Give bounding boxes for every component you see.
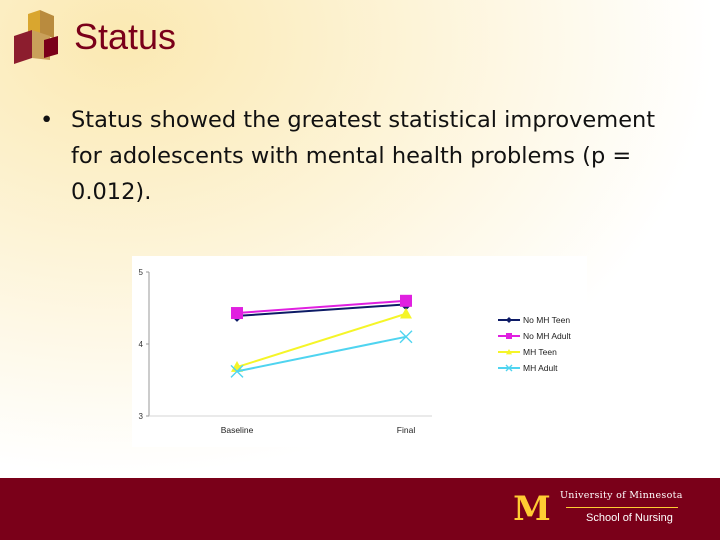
university-m-logo-icon: M — [513, 491, 551, 523]
series-line — [236, 312, 407, 368]
series-line — [236, 303, 407, 317]
series-point — [506, 349, 512, 355]
series-point — [230, 364, 244, 378]
legend-label: No MH Adult — [523, 331, 571, 341]
series-point — [505, 364, 513, 372]
footer-logo-letter: M — [513, 491, 551, 523]
series-point — [400, 294, 412, 307]
university-name: University of Minnesota — [560, 490, 683, 501]
series-point — [231, 307, 243, 320]
series-point — [506, 333, 512, 339]
y-tick-label: 3 — [139, 412, 144, 421]
y-tick-label: 5 — [139, 268, 144, 277]
line-chart-svg: 3 4 5 Baseline Final No MH Teen No MH Adult MH … — [139, 268, 572, 435]
footer-divider — [566, 507, 678, 508]
legend-label: No MH Teen — [523, 315, 570, 325]
series-point — [400, 307, 412, 319]
school-name: School of Nursing — [586, 512, 673, 524]
y-tick-label: 4 — [139, 340, 144, 349]
series-point — [399, 330, 413, 344]
series-line — [236, 335, 407, 373]
series-point — [506, 317, 512, 323]
line-chart: 3 4 5 Baseline Final No MH Teen No MH Adult MH … — [132, 256, 587, 447]
slide-title: Status — [74, 16, 177, 57]
bullet-icon: • — [40, 107, 54, 133]
x-tick-label: Final — [397, 425, 416, 435]
legend-label: MH Teen — [523, 347, 557, 357]
university-logo-icon — [14, 10, 58, 64]
series-line — [236, 299, 407, 315]
x-tick-label: Baseline — [221, 425, 254, 435]
bullet-text: Status showed the greatest statistical i… — [71, 107, 656, 205]
footer-bar — [0, 478, 720, 540]
legend-label: MH Adult — [523, 363, 558, 373]
